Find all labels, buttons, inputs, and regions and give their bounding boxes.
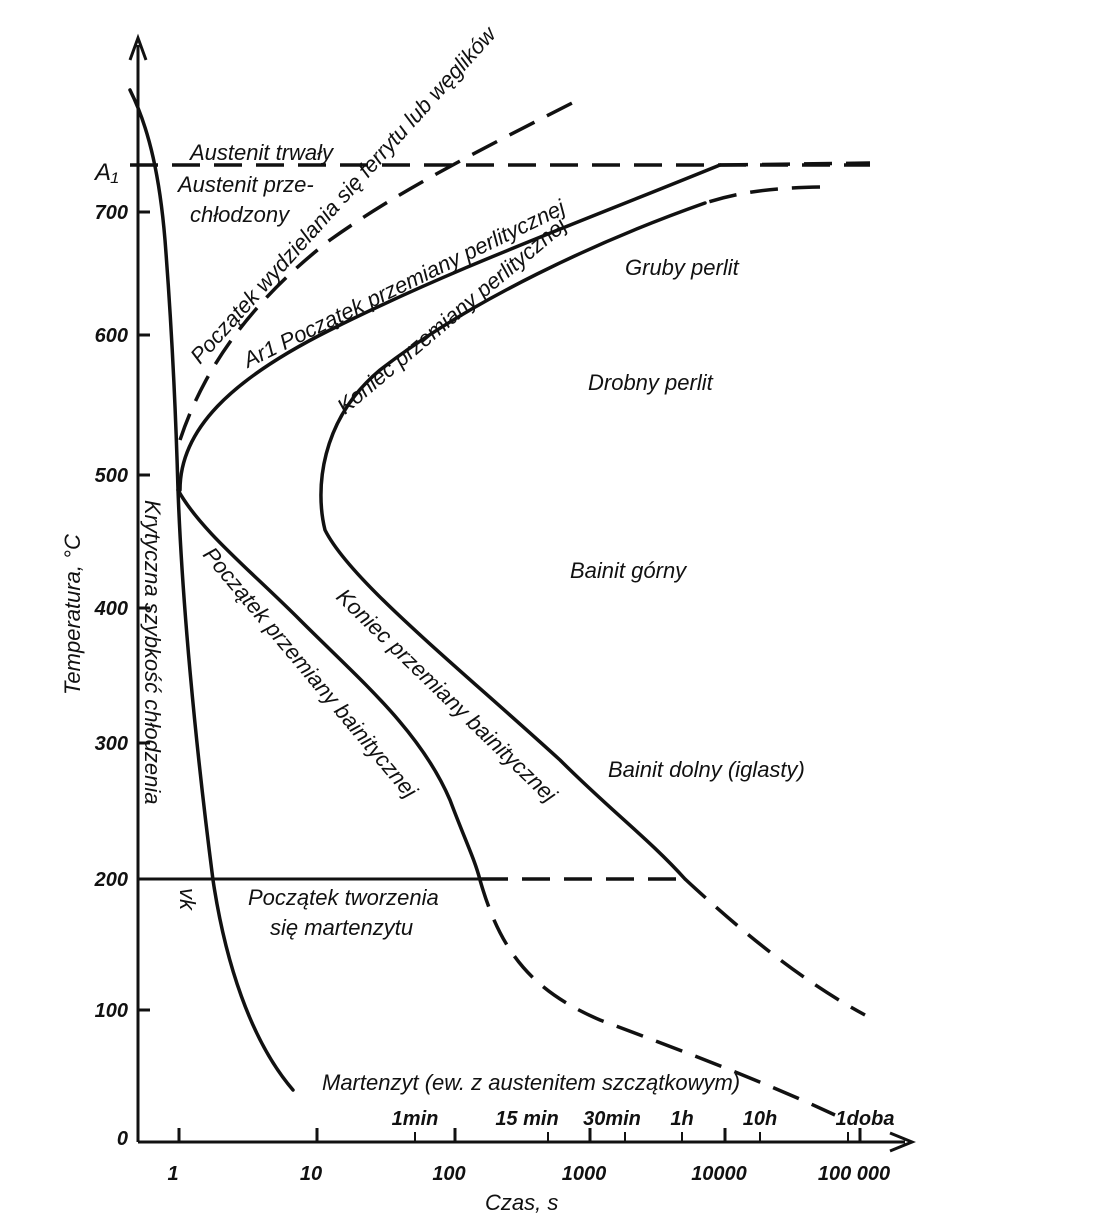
curves	[128, 88, 871, 1117]
label: Austenit prze-	[176, 172, 314, 197]
label: Martenzyt (ew. z austenitem szczątkowym)	[322, 1070, 740, 1095]
x-tick-label: 100 000	[818, 1163, 890, 1185]
y-tick-label: 100	[95, 1000, 128, 1022]
x-axis-label: Czas, s	[485, 1190, 558, 1215]
y-tick-label: 300	[95, 733, 128, 755]
y-tick-label: 600	[95, 325, 128, 347]
label: Początek przemiany bainitycznej	[198, 542, 423, 803]
label: Gruby perlit	[625, 255, 740, 280]
y-tick-label: 200	[94, 869, 128, 891]
label: Koniec przemiany perlitycznej	[332, 212, 572, 419]
label: Bainit dolny (iglasty)	[608, 757, 805, 782]
label: chłodzony	[190, 202, 291, 227]
x-tick-label: 100	[432, 1163, 465, 1185]
label: Austenit trwały	[188, 140, 335, 165]
label: Krytyczna szybkość chłodzenia	[140, 500, 165, 804]
x-tick-label: 1000	[562, 1163, 607, 1185]
label: Bainit górny	[570, 558, 688, 583]
time-tick-label: 15 min	[495, 1108, 558, 1130]
x-tick-label: 10	[300, 1163, 322, 1185]
time-tick-label: 1doba	[836, 1108, 895, 1130]
time-tick-label: 1h	[670, 1108, 693, 1130]
label: Początek tworzenia	[248, 885, 439, 910]
label: Drobny perlit	[588, 370, 714, 395]
x-tick-label: 10000	[691, 1163, 747, 1185]
label: Koniec przemiany bainitycznej	[332, 584, 563, 808]
time-tick-label: 30min	[583, 1108, 641, 1130]
y-tick-label: 500	[95, 465, 128, 487]
label: vk	[175, 888, 200, 911]
x-tick-label: 1	[167, 1163, 178, 1185]
y-tick-label: 700	[95, 202, 128, 224]
time-tick-label: 1min	[392, 1108, 439, 1130]
axes	[128, 33, 916, 1153]
time-tick-label: 10h	[743, 1108, 777, 1130]
y-tick-label: 400	[94, 598, 128, 620]
a1-label: A₁	[93, 159, 119, 186]
y-tick-label: 0	[117, 1128, 128, 1150]
label: się martenzytu	[270, 915, 413, 940]
y-axis-label: Temperatura, °C	[60, 534, 85, 695]
